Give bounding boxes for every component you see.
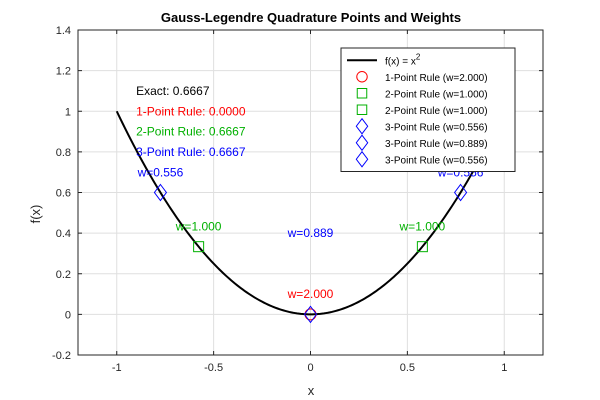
legend-label: 2-Point Rule (w=1.000) <box>385 89 488 100</box>
weight-label: w=0.889 <box>287 226 334 240</box>
weight-label: w=2.000 <box>287 287 334 301</box>
legend-label: 3-Point Rule (w=0.556) <box>385 122 488 133</box>
legend-box <box>340 47 516 172</box>
y-tick-label: 1.2 <box>56 66 71 78</box>
x-tick-label: -1 <box>112 362 122 374</box>
legend-label: 3-Point Rule (w=0.556) <box>385 155 488 166</box>
x-tick-label: 0.5 <box>400 362 415 374</box>
y-tick-label: 0.4 <box>56 228 71 240</box>
result-text: Exact: 0.6667 <box>136 84 210 98</box>
legend-square-swatch <box>356 88 368 99</box>
legend-square-swatch <box>356 104 368 115</box>
legend-diamond-swatch <box>355 117 369 135</box>
legend-label: f(x) = x2 <box>385 52 421 67</box>
y-tick-label: 1 <box>65 106 71 118</box>
legend-diamond-swatch <box>355 150 369 168</box>
y-axis-title: f(x) <box>28 205 43 224</box>
y-tick-label: 0.2 <box>56 269 71 281</box>
result-text: 3-Point Rule: 0.6667 <box>136 145 246 159</box>
weight-label: w=0.556 <box>137 165 184 179</box>
x-tick-label: -0.5 <box>204 362 223 374</box>
diamond-point-marker <box>153 183 168 202</box>
square-point-marker <box>416 241 428 253</box>
chart-title: Gauss-Legendre Quadrature Points and Wei… <box>161 10 461 25</box>
legend: f(x) = x2 1-Point Rule (w=2.000) 2-Point R… <box>340 47 516 172</box>
legend-label: 2-Point Rule (w=1.000) <box>385 106 488 117</box>
x-axis-title: x <box>308 383 315 398</box>
y-tick-label: -0.2 <box>52 350 71 362</box>
weight-label: w=1.000 <box>399 219 446 233</box>
y-tick-label: 0.6 <box>56 188 71 200</box>
diamond-point-marker <box>453 183 468 202</box>
legend-circle-swatch <box>356 71 368 83</box>
y-tick-label: 1.4 <box>56 25 71 37</box>
plot-area: -1 -0.5 0 0.5 1 -0.2 0 0.2 0.4 0.6 0.8 1 1.2 1.4 w=2.0… <box>52 25 544 374</box>
x-tick-label: 1 <box>501 362 507 374</box>
result-text: 2-Point Rule: 0.6667 <box>136 125 246 139</box>
quadrature-points <box>153 183 468 324</box>
legend-label: 1-Point Rule (w=2.000) <box>385 73 488 84</box>
y-tick-label: 0 <box>65 309 71 321</box>
x-tick-label: 0 <box>307 362 313 374</box>
legend-label: 3-Point Rule (w=0.889) <box>385 139 488 150</box>
result-text: 1-Point Rule: 0.0000 <box>136 104 246 118</box>
weight-label: w=1.000 <box>175 219 222 233</box>
y-tick-label: 0.8 <box>56 147 71 159</box>
ticks: -1 -0.5 0 0.5 1 -0.2 0 0.2 0.4 0.6 0.8 1 1.2 1.4 <box>52 25 543 374</box>
square-point-marker <box>193 241 205 253</box>
diamond-point-marker <box>303 305 318 324</box>
legend-diamond-swatch <box>355 134 369 152</box>
curve-fx-line <box>115 110 506 316</box>
result-annotations: Exact: 0.6667 1-Point Rule: 0.0000 2-Point… <box>136 84 246 159</box>
